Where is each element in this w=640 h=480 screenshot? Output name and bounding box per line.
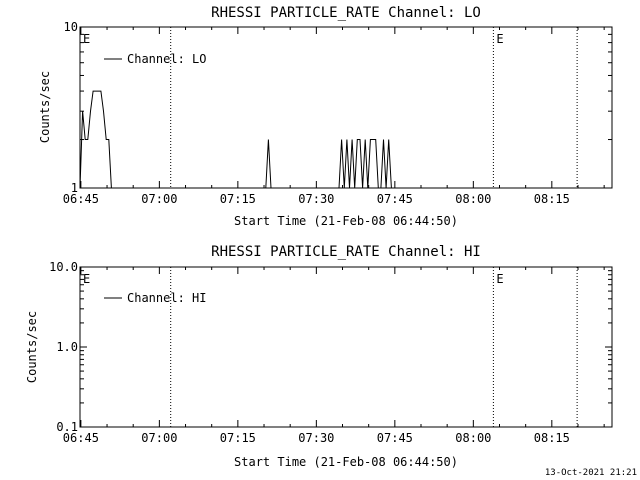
lo-x-tick-label: 07:15: [220, 192, 256, 206]
lo-x-tick-label: 08:00: [455, 192, 491, 206]
lo-x-tick-label: 07:00: [141, 192, 177, 206]
hi-y-tick-label: 10.0: [49, 260, 78, 274]
footer-timestamp: 13-Oct-2021 21:21: [545, 468, 637, 478]
lo-event-marker-label: E: [496, 32, 503, 46]
lo-series-line: [79, 90, 392, 189]
hi-x-tick-label: 07:15: [220, 431, 256, 445]
lo-x-axis-label: Start Time (21-Feb-08 06:44:50): [234, 214, 458, 228]
hi-x-tick-label: 07:45: [377, 431, 413, 445]
lo-channel-panel: RHESSI PARTICLE_RATE Channel: LO Start T…: [38, 5, 613, 228]
lo-plot-frame: [79, 26, 613, 189]
lo-y-tick-label: 10: [64, 20, 78, 34]
lo-chart-title: RHESSI PARTICLE_RATE Channel: LO: [211, 5, 481, 21]
hi-x-tick-label: 08:00: [455, 431, 491, 445]
lo-y-tick-label: 1: [71, 181, 78, 195]
hi-x-tick-label: 06:45: [63, 431, 99, 445]
lo-event-marker-label: E: [83, 32, 90, 46]
hi-y-axis-label: Counts/sec: [25, 311, 39, 383]
lo-x-tick-label: 07:30: [298, 192, 334, 206]
hi-legend-label: Channel: HI: [127, 291, 206, 305]
lo-y-axis-label: Counts/sec: [38, 71, 52, 143]
hi-event-marker-label: E: [496, 272, 503, 286]
lo-x-tick-label: 06:45: [63, 192, 99, 206]
hi-channel-panel: RHESSI PARTICLE_RATE Channel: HI Start T…: [25, 244, 613, 469]
lo-legend-label: Channel: LO: [127, 52, 206, 66]
hi-chart-title: RHESSI PARTICLE_RATE Channel: HI: [211, 244, 481, 260]
hi-x-tick-label: 07:00: [141, 431, 177, 445]
hi-x-axis-label: Start Time (21-Feb-08 06:44:50): [234, 455, 458, 469]
hi-x-tick-label: 08:15: [534, 431, 570, 445]
hi-y-tick-label: 1.0: [56, 340, 78, 354]
hi-event-marker-label: E: [83, 272, 90, 286]
lo-x-tick-label: 08:15: [534, 192, 570, 206]
lo-x-tick-label: 07:45: [377, 192, 413, 206]
hi-y-tick-label: 0.1: [56, 420, 78, 434]
hi-x-tick-label: 07:30: [298, 431, 334, 445]
